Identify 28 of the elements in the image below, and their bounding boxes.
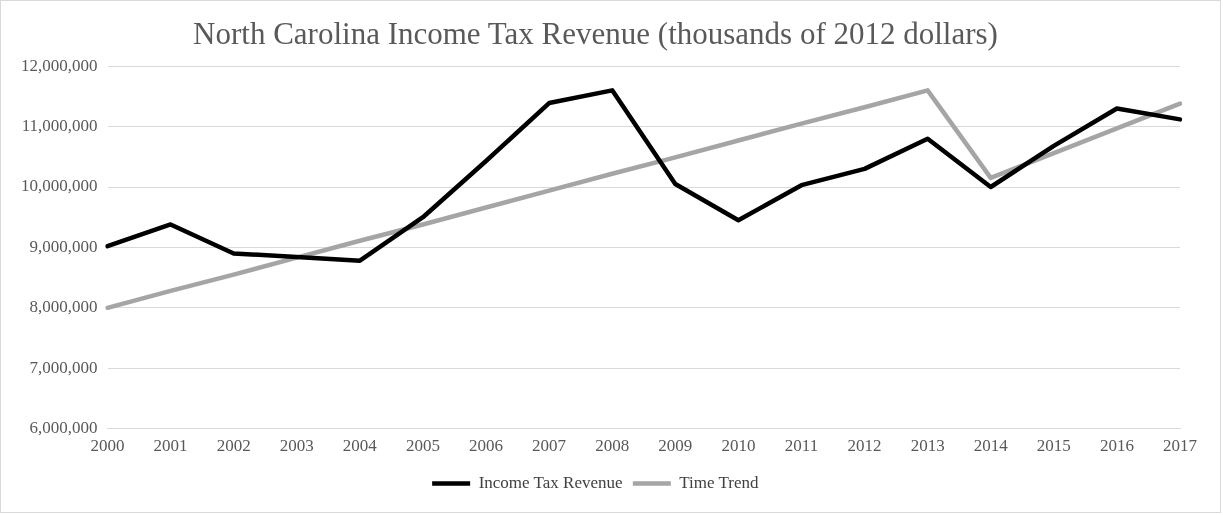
y-tick-label: 8,000,000 <box>29 297 98 317</box>
x-tick-label: 2015 <box>1036 436 1071 456</box>
x-tick-label: 2004 <box>342 436 378 456</box>
chart-title: North Carolina Income Tax Revenue (thousands of 2012 dollars) <box>193 15 998 51</box>
x-tick-label: 2009 <box>658 436 693 456</box>
x-tick-label: 2002 <box>216 436 251 456</box>
x-tick-label: 2011 <box>784 436 819 456</box>
y-tick-label: 11,000,000 <box>21 116 98 136</box>
x-tick-label: 2010 <box>721 436 756 456</box>
y-tick-label: 12,000,000 <box>21 55 98 75</box>
y-tick-label: 9,000,000 <box>29 236 98 256</box>
legend-label: Time Trend <box>679 472 760 492</box>
x-tick-label: 2001 <box>153 436 188 456</box>
x-tick-label: 2006 <box>469 436 504 456</box>
x-tick-label: 2012 <box>847 436 882 456</box>
x-tick-label: 2014 <box>973 436 1009 456</box>
y-tick-label: 10,000,000 <box>21 176 98 196</box>
x-tick-label: 2007 <box>532 436 567 456</box>
y-tick-label: 6,000,000 <box>29 418 98 438</box>
x-tick-label: 2005 <box>405 436 440 456</box>
x-tick-label: 2013 <box>910 436 945 456</box>
x-tick-label: 2000 <box>90 436 125 456</box>
x-tick-label: 2008 <box>595 436 630 456</box>
legend-label: Income Tax Revenue <box>478 472 623 492</box>
x-tick-label: 2017 <box>1163 436 1198 456</box>
x-tick-label: 2003 <box>279 436 314 456</box>
x-tick-label: 2016 <box>1099 436 1134 456</box>
y-tick-label: 7,000,000 <box>29 357 98 377</box>
